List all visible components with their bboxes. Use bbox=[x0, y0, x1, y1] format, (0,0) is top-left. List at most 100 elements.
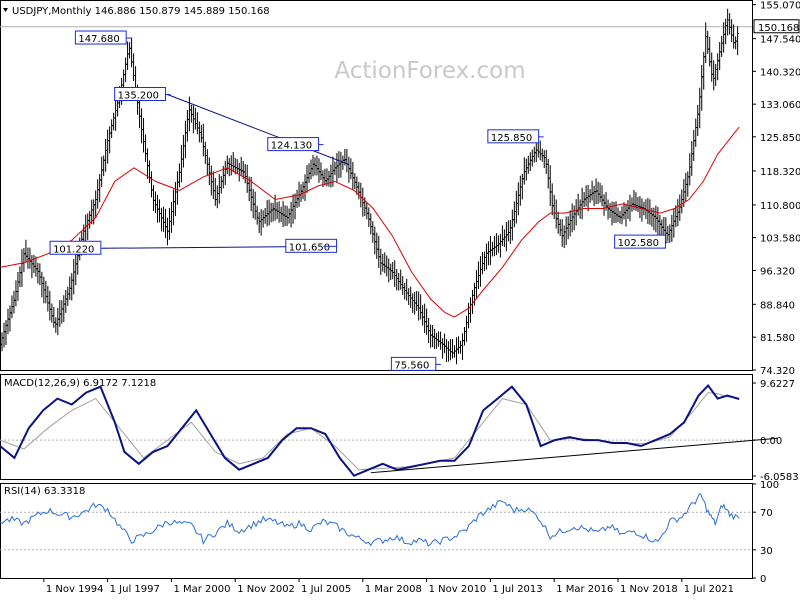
ohlc-bar bbox=[112, 112, 116, 131]
ohlc-bar bbox=[56, 307, 60, 336]
ohlc-bar bbox=[439, 331, 443, 350]
svg-text:125.850: 125.850 bbox=[491, 133, 532, 144]
x-tick-label: 1 Mar 2008 bbox=[365, 584, 422, 595]
ohlc-bar bbox=[379, 248, 383, 276]
ohlc-bar bbox=[8, 305, 12, 332]
macd-y-tick-label: -6.0583 bbox=[760, 472, 799, 483]
ohlc-bar bbox=[612, 201, 616, 224]
ohlc-bar bbox=[301, 181, 305, 200]
ohlc-bar bbox=[309, 159, 313, 180]
ohlc-bar bbox=[225, 155, 229, 175]
ohlc-bar bbox=[281, 201, 285, 228]
svg-text:75.560: 75.560 bbox=[394, 360, 429, 371]
ohlc-bar bbox=[624, 203, 628, 227]
ohlc-bar bbox=[305, 165, 309, 193]
svg-text:135.200: 135.200 bbox=[118, 91, 159, 102]
x-tick-label: 1 Jul 2013 bbox=[492, 584, 542, 595]
ohlc-bar bbox=[672, 208, 676, 238]
ohlc-bar bbox=[367, 207, 371, 227]
x-tick-label: 1 Nov 1994 bbox=[46, 584, 104, 595]
ohlc-bar bbox=[510, 209, 514, 241]
ohlc-bar bbox=[572, 205, 576, 231]
ohlc-bar bbox=[544, 149, 548, 174]
ohlc-bar bbox=[654, 205, 658, 233]
ohlc-bar bbox=[365, 202, 369, 220]
ohlc-bar bbox=[100, 156, 104, 188]
ohlc-bar bbox=[542, 150, 546, 169]
svg-text:147.680: 147.680 bbox=[78, 34, 119, 45]
ohlc-bar bbox=[181, 134, 185, 168]
ohlc-bar bbox=[492, 235, 496, 257]
ohlc-bar bbox=[500, 225, 504, 247]
ohlc-bar bbox=[614, 201, 618, 223]
ohlc-bar bbox=[464, 315, 468, 342]
ohlc-bar bbox=[142, 117, 146, 153]
x-tick-label: 1 Jul 1997 bbox=[110, 584, 160, 595]
ohlc-bar bbox=[451, 338, 455, 359]
chart-header: USDJPY,Monthly 146.886 150.879 145.889 1… bbox=[12, 6, 270, 17]
ohlc-bar bbox=[686, 171, 690, 197]
price-y-tick-label: 133.060 bbox=[760, 100, 800, 111]
ohlc-bar bbox=[387, 258, 391, 283]
ohlc-bar bbox=[530, 149, 534, 167]
ohlc-bar bbox=[4, 320, 8, 346]
ohlc-bar bbox=[714, 64, 718, 87]
ohlc-bar bbox=[132, 53, 136, 82]
ohlc-bar bbox=[48, 290, 52, 321]
ohlc-bar bbox=[6, 308, 10, 335]
ohlc-bar bbox=[153, 191, 157, 214]
ohlc-bar bbox=[14, 280, 18, 307]
ohlc-bar bbox=[596, 181, 600, 204]
x-tick-label: 1 Nov 2018 bbox=[620, 584, 678, 595]
ohlc-bar bbox=[504, 222, 508, 252]
ohlc-bar bbox=[526, 155, 530, 174]
price-y-tick-label: 125.850 bbox=[760, 133, 800, 144]
ohlc-bar bbox=[279, 206, 283, 223]
ohlc-bar bbox=[148, 160, 152, 183]
ohlc-bar bbox=[528, 152, 532, 172]
ohlc-bar bbox=[199, 124, 203, 143]
ohlc-bar bbox=[16, 271, 20, 301]
ohlc-bar bbox=[636, 196, 640, 213]
ohlc-bar bbox=[144, 134, 148, 162]
price-annotation: 124.130 bbox=[267, 137, 324, 152]
macd-line bbox=[0, 383, 740, 477]
ohlc-bar bbox=[512, 201, 516, 228]
ohlc-bar bbox=[128, 42, 132, 59]
ohlc-bar bbox=[385, 255, 389, 277]
ohlc-bar bbox=[211, 171, 215, 200]
ohlc-bar bbox=[383, 252, 387, 274]
ohlc-bar bbox=[96, 179, 100, 209]
ohlc-bar bbox=[217, 173, 221, 204]
ohlc-bar bbox=[670, 214, 674, 242]
ohlc-bar bbox=[54, 317, 58, 333]
ohlc-bar bbox=[60, 300, 64, 324]
ohlc-bar bbox=[157, 199, 161, 223]
ohlc-bar bbox=[433, 328, 437, 350]
ohlc-bar bbox=[207, 157, 211, 185]
ohlc-bar bbox=[12, 290, 16, 314]
ohlc-bar bbox=[114, 100, 118, 131]
watermark: ActionForex.com bbox=[334, 58, 525, 84]
ohlc-bar bbox=[205, 149, 209, 176]
price-annotation: 135.200 bbox=[114, 87, 171, 102]
ohlc-bar bbox=[431, 325, 435, 348]
ohlc-bar bbox=[534, 142, 538, 163]
ohlc-bar bbox=[239, 156, 243, 176]
rsi-y-tick-label: 100 bbox=[760, 480, 779, 491]
ohlc-bar bbox=[371, 221, 375, 243]
ohlc-bar bbox=[640, 198, 644, 222]
last-price-tag bbox=[753, 19, 800, 34]
ohlc-bar bbox=[445, 339, 449, 363]
ohlc-bar bbox=[347, 156, 351, 183]
x-tick-label: 1 Mar 2000 bbox=[173, 584, 230, 595]
ohlc-bar bbox=[486, 241, 490, 266]
ohlc-bar bbox=[237, 162, 241, 182]
ohlc-bar bbox=[626, 200, 630, 219]
ohlc-bar bbox=[506, 220, 510, 242]
ohlc-bar bbox=[375, 232, 379, 259]
ohlc-bar bbox=[34, 256, 38, 277]
ohlc-bar bbox=[289, 201, 293, 228]
ohlc-bar bbox=[552, 194, 556, 220]
